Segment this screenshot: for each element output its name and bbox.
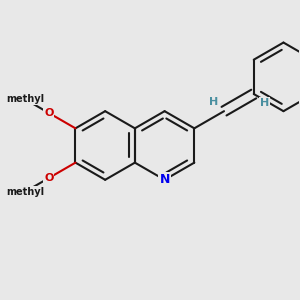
Text: O: O: [44, 108, 53, 118]
Text: methyl: methyl: [6, 94, 44, 104]
Text: N: N: [159, 173, 170, 186]
Text: methyl: methyl: [6, 187, 44, 197]
Text: H: H: [208, 97, 218, 107]
Text: H: H: [260, 98, 269, 108]
Text: O: O: [44, 173, 53, 183]
